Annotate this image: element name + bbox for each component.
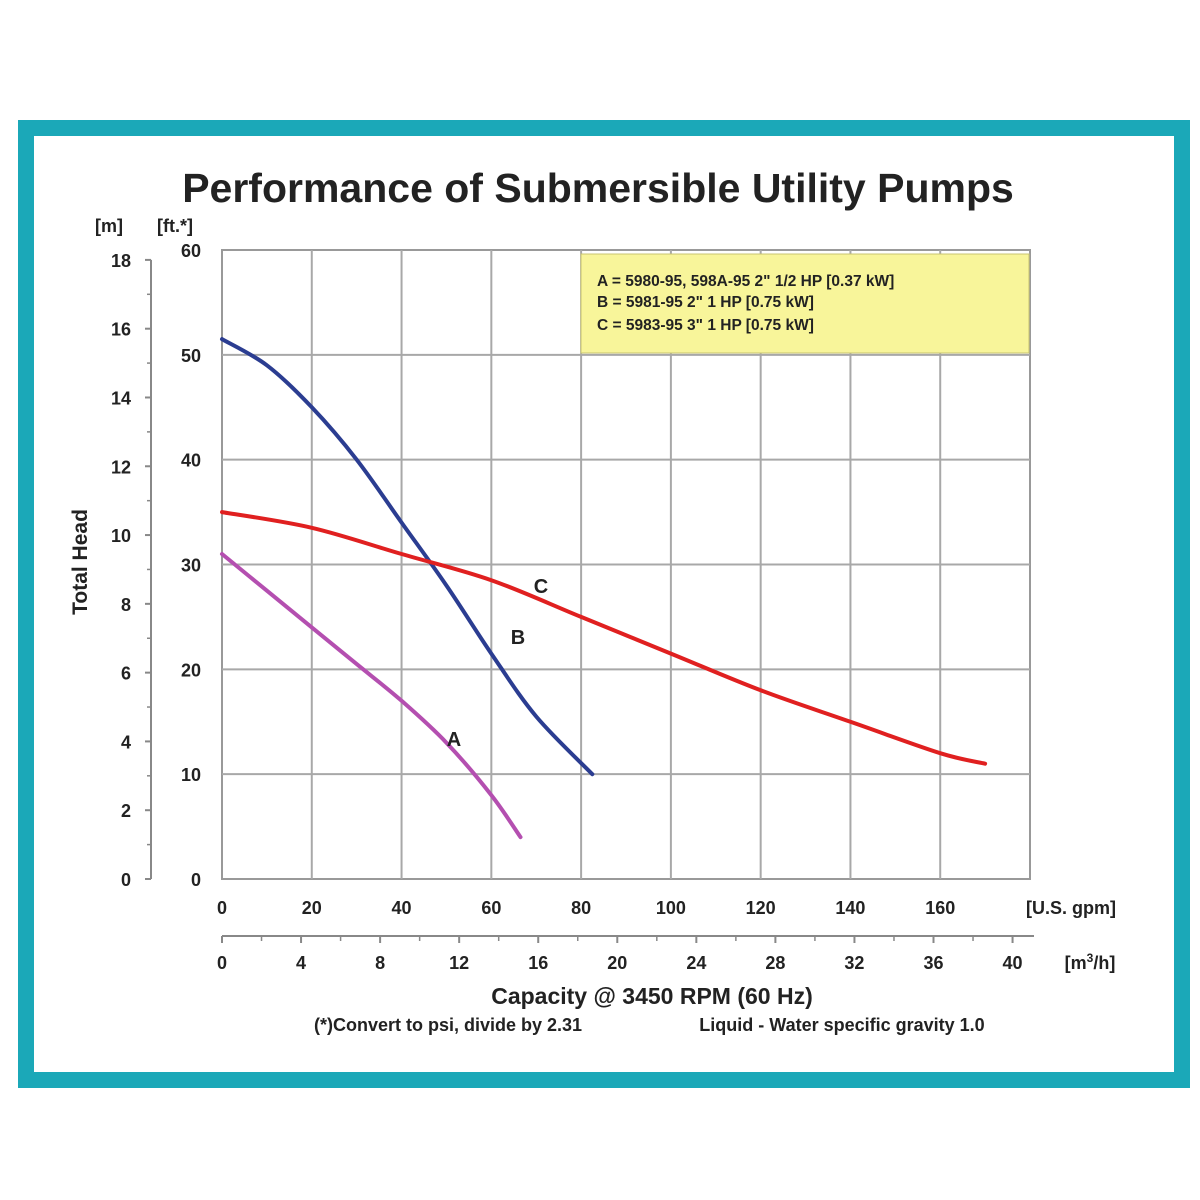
x-tick-m3h: 28: [765, 953, 785, 973]
x-tick-m3h: 0: [217, 953, 227, 973]
y-tick-m: 0: [121, 870, 131, 890]
y-tick-m: 6: [121, 664, 131, 684]
chart-title: Performance of Submersible Utility Pumps: [182, 165, 1014, 211]
x-tick-gpm: 60: [481, 898, 501, 918]
y-tick-ft: 10: [181, 765, 201, 785]
legend-box: [580, 253, 1030, 354]
grid: [221, 249, 1031, 880]
y-tick-m: 4: [121, 732, 131, 752]
series-line-a: [220, 552, 523, 840]
x-tick-gpm: 0: [217, 898, 227, 918]
x-tick-m3h: 36: [923, 953, 943, 973]
x-axis-label: Capacity @ 3450 RPM (60 Hz): [491, 983, 813, 1009]
x-unit-m3h-pre: [m: [1065, 953, 1087, 973]
x-tick-m3h: 16: [528, 953, 548, 973]
y-unit-m: [m]: [95, 216, 123, 236]
x-unit-m3h: [m3/h]: [1065, 951, 1116, 973]
x-unit-gpm: [U.S. gpm]: [1026, 898, 1116, 918]
x-tick-gpm: 140: [835, 898, 865, 918]
series-line-c: [220, 510, 988, 766]
y-tick-m: 14: [111, 388, 131, 408]
x-tick-gpm: 160: [925, 898, 955, 918]
x-tick-m3h: 12: [449, 953, 469, 973]
y-tick-m: 16: [111, 320, 131, 340]
x-unit-m3h-sup: 3: [1087, 951, 1094, 965]
legend-entry-c: C = 5983-95 3" 1 HP [0.75 kW]: [597, 317, 814, 334]
x-tick-m3h: 20: [607, 953, 627, 973]
y-unit-ft: [ft.*]: [157, 216, 193, 236]
x-tick-gpm: 80: [571, 898, 591, 918]
y-tick-ft: 60: [181, 241, 201, 261]
y-tick-ft: 50: [181, 346, 201, 366]
footnote-left: (*)Convert to psi, divide by 2.31: [314, 1015, 582, 1035]
y-tick-m: 10: [111, 526, 131, 546]
y-tick-m: 8: [121, 595, 131, 615]
x-tick-m3h: 8: [375, 953, 385, 973]
x-tick-gpm: 100: [656, 898, 686, 918]
y-tick-ft: 30: [181, 556, 201, 576]
x-tick-gpm: 120: [746, 898, 776, 918]
x-tick-m3h: 40: [1003, 953, 1023, 973]
y-tick-m: 2: [121, 801, 131, 821]
series-group: A B C: [220, 337, 988, 840]
x-tick-gpm: 20: [302, 898, 322, 918]
y-tick-ft: 0: [191, 870, 201, 890]
x-unit-m3h-post: /h]: [1093, 953, 1115, 973]
series-label-a: A: [447, 729, 461, 751]
y-tick-m: 18: [111, 251, 131, 271]
legend-entry-a: A = 5980-95, 598A-95 2" 1/2 HP [0.37 kW]: [597, 273, 894, 290]
y-tick-m: 12: [111, 457, 131, 477]
footnote-right: Liquid - Water specific gravity 1.0: [699, 1015, 984, 1035]
x-tick-gpm: 40: [392, 898, 412, 918]
y-tick-ft: 40: [181, 451, 201, 471]
y-tick-ft: 20: [181, 660, 201, 680]
series-label-c: C: [534, 576, 548, 598]
y-axis-label: Total Head: [69, 509, 92, 615]
series-label-b: B: [511, 627, 525, 649]
x-tick-m3h: 24: [686, 953, 706, 973]
legend-entry-b: B = 5981-95 2" 1 HP [0.75 kW]: [597, 294, 814, 311]
series-line-b: [220, 337, 595, 777]
x-tick-m3h: 4: [296, 953, 306, 973]
axes: [145, 258, 1034, 943]
x-tick-m3h: 32: [844, 953, 864, 973]
